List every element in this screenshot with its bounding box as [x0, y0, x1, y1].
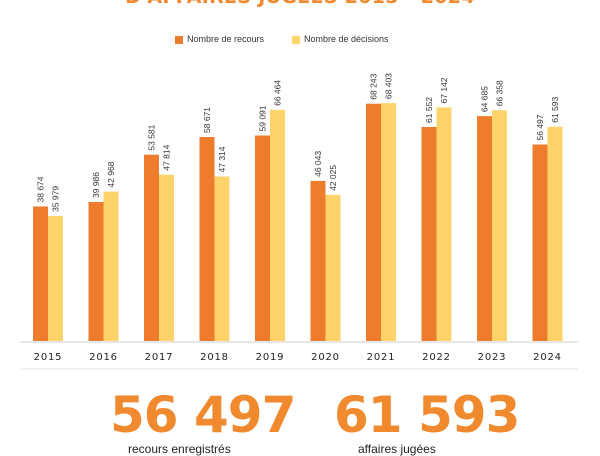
data-label-decisions-2024: 61 593: [550, 97, 560, 123]
data-label-decisions-2020: 42 025: [328, 165, 338, 191]
bar-recours-2020: [310, 180, 326, 341]
stat-decisions-value: 61 593: [334, 386, 520, 444]
data-label-recours-2016: 39 986: [91, 172, 101, 198]
data-label-recours-2023: 64 685: [480, 86, 490, 112]
x-tick-label-2022: 2022: [422, 352, 451, 363]
stat-recours-value: 56 497: [110, 386, 296, 444]
data-label-decisions-2015: 35 979: [51, 186, 61, 212]
data-label-recours-2018: 58 671: [202, 107, 212, 133]
x-tick-label-2020: 2020: [311, 352, 340, 363]
bar-recours-2017: [144, 154, 159, 341]
stat-decisions-label: affaires jugées: [358, 442, 436, 456]
data-label-recours-2020: 46 043: [313, 151, 323, 177]
bar-decisions-2019: [270, 109, 285, 342]
bar-decisions-2018: [214, 176, 230, 341]
legend-label-recours: Nombre de recours: [187, 34, 265, 44]
bar-decisions-2015: [48, 215, 63, 341]
data-label-decisions-2016: 42 968: [106, 161, 116, 187]
stat-recours-label: recours enregistrés: [128, 442, 231, 456]
bar-recours-2024: [532, 144, 548, 341]
bar-decisions-2023: [492, 110, 507, 341]
x-tick-label-2015: 2015: [34, 352, 63, 363]
data-label-recours-2019: 59 091: [258, 105, 268, 131]
x-tick-label-2017: 2017: [145, 352, 174, 363]
data-label-decisions-2022: 67 142: [439, 77, 449, 103]
data-label-recours-2022: 61 552: [424, 97, 434, 123]
bar-decisions-2022: [436, 107, 452, 341]
bar-decisions-2020: [325, 194, 341, 341]
bar-recours-2019: [255, 135, 270, 341]
data-label-recours-2024: 56 497: [535, 114, 545, 140]
data-label-decisions-2019: 66 464: [273, 80, 283, 106]
x-tick-label-2019: 2019: [256, 352, 285, 363]
data-label-decisions-2017: 47 814: [162, 144, 172, 170]
x-tick-label-2021: 2021: [367, 352, 396, 363]
bar-recours-2018: [199, 137, 215, 341]
data-label-recours-2015: 38 674: [36, 176, 46, 202]
bar-recours-2015: [33, 206, 48, 341]
bar-recours-2022: [421, 127, 437, 341]
data-label-recours-2017: 53 581: [147, 124, 157, 150]
bar-decisions-2017: [159, 174, 174, 341]
bar-recours-2023: [477, 116, 492, 341]
bar-decisions-2024: [547, 126, 563, 341]
bar-decisions-2016: [103, 191, 119, 341]
bar-decisions-2021: [381, 103, 396, 341]
bar-recours-2016: [88, 202, 104, 341]
legend-label-decisions: Nombre de décisions: [304, 34, 389, 44]
bar-chart: 38 674 35 979 2015 39 986 42 968 2016 53 581 47…: [20, 73, 578, 370]
legend-swatch-decisions: [292, 36, 300, 44]
data-label-decisions-2018: 47 314: [217, 146, 227, 172]
x-tick-label-2023: 2023: [478, 352, 507, 363]
data-label-decisions-2021: 68 403: [384, 73, 394, 99]
data-label-recours-2021: 68 243: [369, 73, 379, 99]
x-tick-label-2024: 2024: [533, 352, 562, 363]
x-tick-label-2016: 2016: [89, 352, 118, 363]
legend: Nombre de recours Nombre de décisions: [0, 34, 600, 48]
data-label-decisions-2023: 66 358: [495, 80, 505, 106]
legend-swatch-recours: [175, 36, 183, 44]
x-tick-label-2018: 2018: [200, 352, 229, 363]
chart-title: D'AFFAIRES JUGÉES 2015 - 2024: [0, 0, 600, 8]
bar-recours-2021: [366, 103, 381, 341]
